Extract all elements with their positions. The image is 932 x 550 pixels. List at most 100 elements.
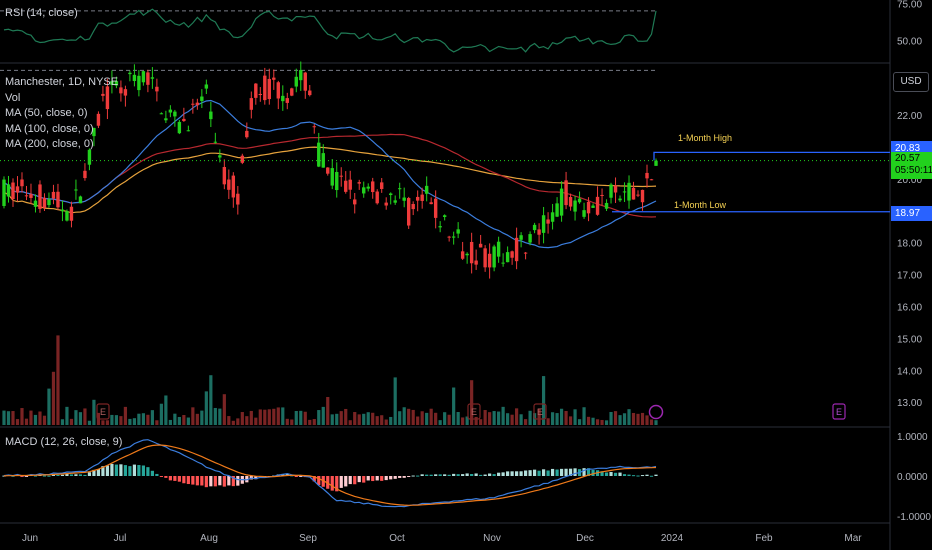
macd-histogram-bar — [573, 468, 577, 476]
candle-body — [532, 224, 537, 231]
macd-histogram-bar — [24, 476, 29, 477]
macd-histogram-bar — [42, 475, 47, 477]
time-tick-label: Jun — [22, 533, 38, 544]
ma100-label[interactable]: MA (100, close, 0) — [5, 122, 94, 135]
candle-body — [195, 102, 200, 106]
macd-histogram-bar — [335, 476, 339, 492]
macd-histogram-bar — [119, 464, 123, 476]
macd-histogram-bar — [177, 476, 181, 482]
volume-bar — [195, 413, 199, 425]
macd-histogram-bar — [330, 476, 334, 491]
macd-histogram-bar — [506, 471, 510, 476]
volume-bar — [582, 407, 586, 425]
candle-body — [411, 204, 415, 210]
volume-bar — [429, 408, 433, 425]
countdown-value: 05:50:11 — [895, 165, 932, 176]
macd-histogram-bar — [366, 476, 370, 481]
volume-bar — [384, 419, 388, 425]
macd-pane: 1.0000 0.0000 -1.0000 — [2, 432, 931, 523]
candle-body — [20, 179, 24, 187]
macd-histogram-bar — [182, 476, 186, 484]
candle-body — [141, 71, 146, 83]
time-tick-label: 2024 — [661, 533, 684, 544]
price-tick-label: 15.00 — [897, 334, 922, 345]
ma200-label[interactable]: MA (200, close, 0) — [5, 138, 94, 150]
volume-bar — [371, 412, 375, 425]
volume-label[interactable]: Vol — [5, 91, 21, 104]
candle-body — [60, 209, 65, 212]
candle-body — [200, 96, 204, 101]
candle-body — [362, 187, 366, 194]
time-axis: Jun Jul Aug Sep Oct Nov Dec 2024 Feb Mar — [22, 533, 862, 544]
volume-bar — [110, 414, 114, 425]
candle-body — [326, 167, 330, 174]
volume-bar — [15, 419, 20, 425]
candle-body — [577, 198, 582, 203]
candle-body — [321, 153, 325, 168]
macd-histogram-bar — [164, 476, 168, 478]
volume-bar — [258, 409, 262, 425]
macd-histogram-bar — [348, 476, 352, 485]
volume-bar — [263, 409, 267, 425]
candle-body — [69, 206, 74, 221]
macd-histogram-bar — [150, 470, 154, 476]
volume-bar — [568, 416, 573, 425]
volume-bar — [209, 375, 213, 425]
candle-body — [550, 212, 555, 222]
macd-histogram-bar — [582, 468, 586, 476]
volume-bar — [132, 418, 136, 425]
candle-body — [465, 253, 469, 256]
volume-bar — [649, 419, 654, 425]
macd-histogram-bar — [389, 476, 393, 480]
high-level-line — [653, 151, 890, 161]
macd-histogram-bar — [362, 476, 366, 483]
candle-body — [258, 93, 263, 95]
macd-histogram-bar — [213, 476, 217, 487]
volume-bar — [483, 410, 487, 425]
volume-bar — [456, 412, 460, 425]
candle-body — [96, 113, 101, 126]
volume-bar — [231, 420, 235, 425]
earnings-box — [533, 403, 547, 420]
earnings-letter: E — [537, 407, 543, 417]
candle-body — [380, 182, 384, 189]
time-tick-label: Mar — [844, 533, 862, 544]
volume-bar — [510, 414, 514, 425]
candle-body — [640, 189, 645, 203]
macd-histogram-bar — [231, 476, 235, 487]
candle-body — [568, 197, 573, 207]
volume-bar — [155, 420, 159, 425]
candle-body — [47, 199, 51, 206]
grid-layer — [0, 0, 891, 550]
ma50-label[interactable]: MA (50, close, 0) — [5, 107, 88, 119]
macd-histogram-bar — [541, 469, 546, 476]
macd-histogram-bar — [195, 476, 199, 486]
volume-bar — [497, 411, 501, 425]
candle-body — [164, 118, 168, 121]
macd-histogram-bar — [402, 476, 406, 478]
time-tick-label: Oct — [389, 533, 405, 544]
currency-selector[interactable]: USD — [893, 72, 929, 92]
macd-histogram-bar — [524, 470, 528, 476]
macd-histogram-bar — [83, 474, 87, 476]
candle-body — [65, 211, 69, 221]
volume-bar — [87, 420, 92, 425]
volume-bar — [339, 411, 343, 425]
candle-body — [424, 185, 429, 194]
candle-body — [290, 88, 294, 96]
volume-bar — [69, 418, 74, 425]
volume-bar — [227, 416, 231, 425]
candle-body — [177, 121, 182, 134]
macd-tick-label: 1.0000 — [897, 432, 928, 443]
candle-body — [514, 237, 519, 262]
volume-bar — [240, 412, 244, 425]
candle-body — [537, 229, 541, 235]
volume-bar — [2, 410, 6, 425]
macd-histogram-bar — [312, 476, 316, 482]
volume-bar — [236, 418, 240, 425]
candle-body — [245, 130, 249, 138]
symbol-title[interactable]: Manchester, 1D, NYSE — [5, 76, 119, 88]
macd-title[interactable]: MACD (12, 26, close, 9) — [5, 436, 123, 448]
ma200-line — [3, 146, 657, 214]
